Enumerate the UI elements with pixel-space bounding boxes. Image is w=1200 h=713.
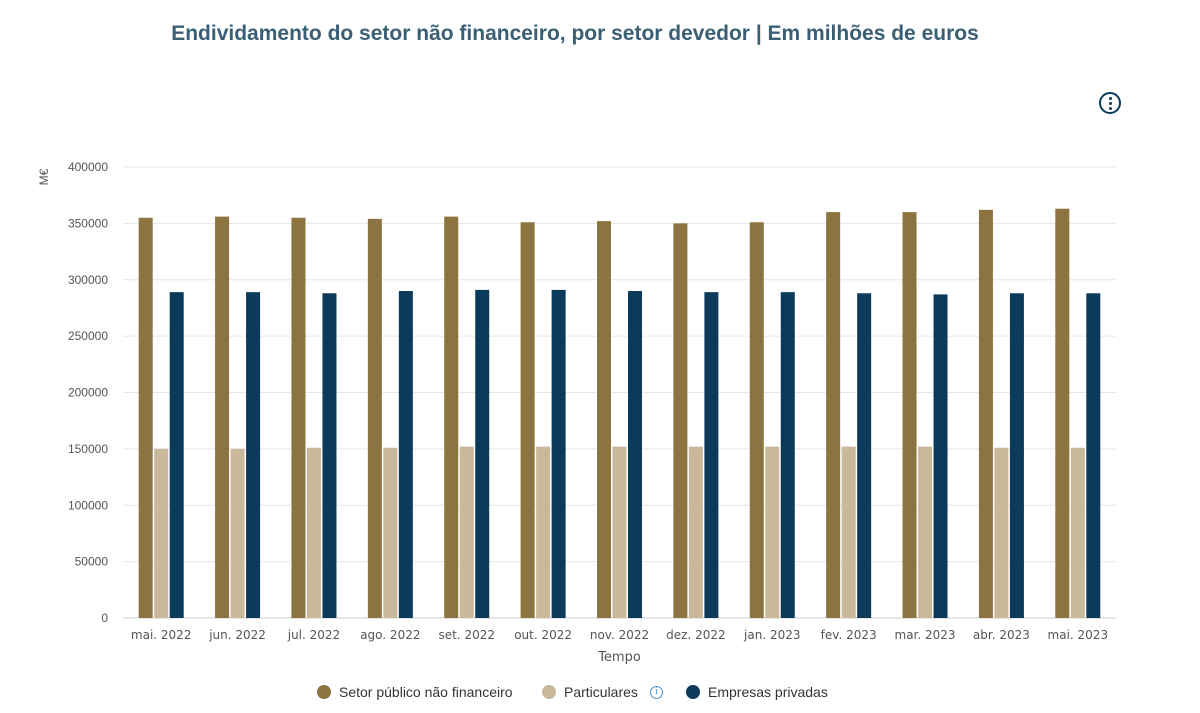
bar — [383, 447, 398, 618]
bar — [933, 294, 948, 618]
bar — [978, 209, 993, 618]
bar — [306, 447, 321, 618]
legend-swatch — [686, 685, 700, 699]
chart-legend: Setor público não financeiro Particulare… — [0, 684, 1200, 706]
bar — [444, 216, 459, 619]
legend-swatch — [542, 685, 556, 699]
bar — [1070, 447, 1085, 618]
more-vertical-icon[interactable] — [1099, 92, 1121, 114]
bar — [367, 218, 382, 619]
x-tick-label: nov. 2022 — [590, 628, 649, 642]
bar — [994, 447, 1009, 618]
bar — [918, 446, 933, 618]
info-icon[interactable]: i — [649, 685, 663, 699]
bar — [902, 212, 917, 618]
y-tick-label: 0 — [101, 611, 108, 625]
bar — [628, 291, 642, 618]
bar — [749, 222, 764, 618]
x-tick-label: jan. 2023 — [743, 628, 800, 642]
bar — [322, 293, 337, 618]
y-tick-label: 350000 — [68, 216, 108, 230]
bar — [780, 292, 795, 618]
legend-item-particulares[interactable]: Particulares i — [542, 684, 663, 700]
bar — [398, 291, 413, 618]
bar — [459, 446, 474, 618]
x-tick-label: set. 2022 — [438, 628, 495, 642]
chart-title: Endividamento do setor não financeiro, p… — [171, 22, 979, 45]
y-tick-label: 400000 — [68, 160, 108, 174]
bar — [597, 221, 611, 618]
bar — [154, 448, 169, 618]
y-tick-label: 200000 — [68, 386, 108, 400]
bar — [520, 222, 535, 618]
bar — [688, 446, 703, 618]
bar — [826, 212, 841, 618]
y-tick-label: 250000 — [68, 329, 108, 343]
bar — [1009, 293, 1024, 618]
legend-label: Setor público não financeiro — [339, 684, 513, 700]
legend-item-empresas-privadas[interactable]: Empresas privadas — [686, 684, 828, 700]
bar — [612, 446, 627, 618]
x-tick-label: jun. 2022 — [208, 628, 266, 642]
x-tick-label: mai. 2023 — [1048, 628, 1109, 642]
x-tick-label: mai. 2022 — [131, 628, 192, 642]
bar — [138, 217, 153, 619]
bar — [291, 217, 306, 619]
legend-item-setor-publico[interactable]: Setor público não financeiro — [317, 684, 513, 700]
bar — [857, 293, 872, 618]
bar — [246, 292, 261, 618]
x-axis-label: Tempo — [597, 650, 641, 665]
bar — [1086, 293, 1101, 618]
bar — [536, 446, 551, 618]
bar — [475, 289, 490, 618]
legend-label: Empresas privadas — [708, 684, 828, 700]
x-tick-label: fev. 2023 — [821, 628, 877, 642]
legend-swatch — [317, 685, 331, 699]
bar — [215, 216, 230, 619]
bar — [673, 223, 688, 618]
y-tick-label: 100000 — [68, 498, 108, 512]
bar — [841, 446, 856, 618]
x-tick-label: out. 2022 — [514, 628, 572, 642]
x-tick-label: jul. 2022 — [287, 628, 340, 642]
x-tick-label: ago. 2022 — [360, 628, 420, 642]
x-tick-label: mar. 2023 — [895, 628, 956, 642]
bar — [169, 292, 184, 618]
y-axis-label: M€ — [37, 168, 51, 185]
x-tick-label: abr. 2023 — [973, 628, 1030, 642]
y-tick-label: 300000 — [68, 273, 108, 287]
x-tick-label: dez. 2022 — [666, 628, 725, 642]
y-tick-label: 50000 — [75, 555, 109, 569]
bar — [230, 448, 245, 618]
legend-label: Particulares — [564, 684, 638, 700]
bar — [1055, 208, 1070, 618]
bar — [765, 446, 780, 618]
y-tick-label: 150000 — [68, 442, 108, 456]
bar — [704, 292, 719, 618]
bar — [551, 289, 566, 618]
